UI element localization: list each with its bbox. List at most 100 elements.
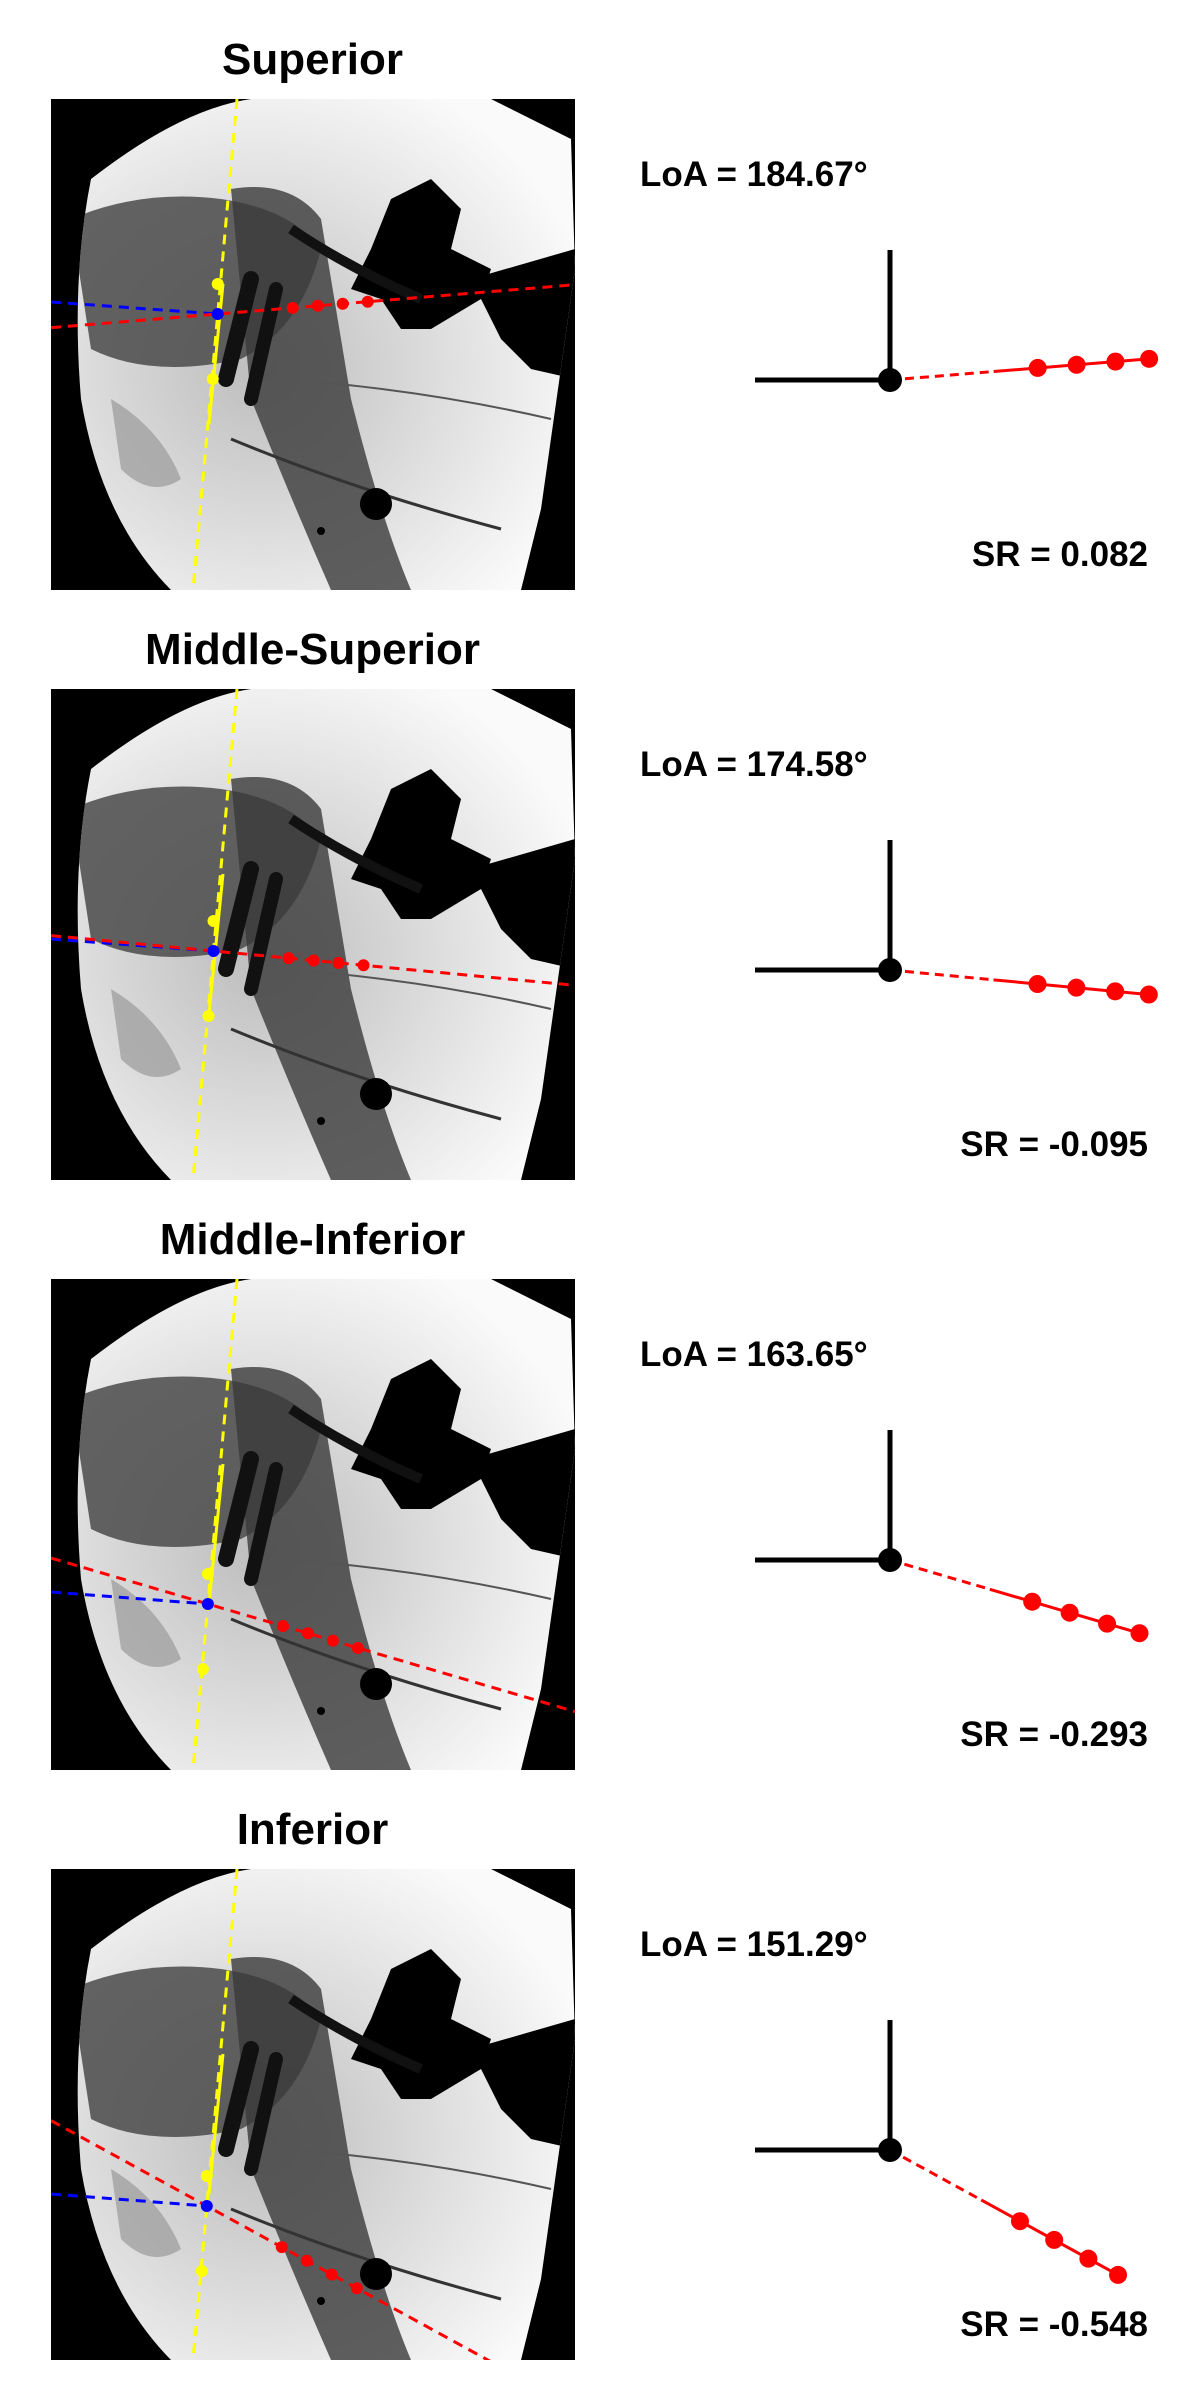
line-of-action-label: LoA = 174.58° bbox=[640, 745, 868, 784]
panel-inferior: Inferior LoA = 151.29° SR = -0.548 bbox=[0, 1800, 1200, 2390]
red-point bbox=[351, 1641, 364, 1654]
instrument-silhouette bbox=[351, 179, 491, 329]
yellow-axis-segment bbox=[207, 873, 225, 1015]
screw bbox=[244, 872, 283, 996]
yellow-axis-segment bbox=[207, 1463, 225, 1605]
vector-diagram bbox=[755, 2020, 1128, 2284]
wire bbox=[230, 2207, 502, 2301]
vector-point bbox=[1079, 2249, 1098, 2268]
vector-point bbox=[1028, 358, 1047, 377]
bone-fragment bbox=[111, 1579, 181, 1667]
red-point bbox=[275, 2241, 288, 2254]
yellow-point bbox=[196, 1663, 209, 1675]
wire bbox=[230, 1617, 502, 1711]
rod bbox=[288, 224, 423, 304]
bone-fragment bbox=[111, 2169, 181, 2257]
instrument-silhouette bbox=[351, 769, 491, 919]
slope-ratio-label: SR = -0.548 bbox=[960, 2305, 1148, 2344]
marker-bead bbox=[317, 1117, 325, 1125]
screw bbox=[244, 2052, 283, 2176]
vector-diagram bbox=[755, 840, 1158, 1004]
vector-point bbox=[1140, 349, 1159, 368]
instrument-silhouette bbox=[471, 2019, 575, 2149]
blue-line bbox=[51, 300, 218, 316]
origin-point bbox=[878, 958, 902, 982]
wire bbox=[280, 2148, 552, 2190]
marker-bead bbox=[360, 488, 392, 520]
yellow-point bbox=[206, 373, 219, 385]
vector-diagram bbox=[755, 250, 1159, 392]
red-point bbox=[301, 1627, 314, 1640]
yellow-point bbox=[202, 1010, 215, 1022]
vector-dashed-segment bbox=[889, 968, 994, 982]
marker-bead bbox=[317, 527, 325, 535]
panel-title: Middle-Inferior bbox=[159, 1215, 466, 1264]
vector-point bbox=[1109, 2265, 1128, 2284]
line-of-action-label: LoA = 163.65° bbox=[640, 1335, 868, 1374]
instrument-silhouette bbox=[351, 1949, 491, 2099]
red-point bbox=[361, 295, 374, 308]
yellow-axis-segment bbox=[207, 283, 225, 425]
yellow-point bbox=[207, 915, 220, 927]
red-point bbox=[276, 1619, 289, 1632]
yellow-axis-line bbox=[191, 99, 239, 590]
xray-image bbox=[51, 689, 575, 1180]
blue-line bbox=[51, 1590, 208, 1606]
instrument-silhouette bbox=[471, 839, 575, 969]
red-point bbox=[332, 956, 345, 969]
red-point bbox=[336, 297, 349, 310]
vector-point bbox=[1045, 2230, 1064, 2249]
line-of-action-label: LoA = 184.67° bbox=[640, 155, 868, 194]
origin-point bbox=[878, 2138, 902, 2162]
yellow-axis-segment bbox=[207, 2053, 225, 2195]
red-point bbox=[307, 954, 320, 967]
line-of-action-label: LoA = 151.29° bbox=[640, 1925, 868, 1964]
vector-point bbox=[1139, 985, 1158, 1004]
marker-bead bbox=[317, 1707, 325, 1715]
rod bbox=[288, 1994, 423, 2074]
yellow-point bbox=[211, 278, 224, 290]
blue-line bbox=[51, 2192, 207, 2208]
yellow-axis-line bbox=[191, 689, 239, 1180]
panel-superior: Superior LoA = 184.67° SR = 0.082 bbox=[0, 30, 1200, 620]
red-point bbox=[300, 2254, 313, 2267]
center-point bbox=[200, 2200, 213, 2212]
screw bbox=[244, 1462, 283, 1586]
wire bbox=[280, 378, 552, 420]
vector-dashed-segment bbox=[889, 2148, 982, 2202]
wire bbox=[230, 1027, 502, 1121]
panel-title: Middle-Superior bbox=[145, 625, 480, 674]
panel-title: Superior bbox=[222, 35, 403, 84]
panel-title: Inferior bbox=[236, 1805, 389, 1854]
panel-middle-inferior: Middle-Inferior LoA = 163.65° SR = -0.29… bbox=[0, 1210, 1200, 1800]
vector-diagram bbox=[755, 1430, 1149, 1643]
screw bbox=[218, 1451, 259, 1567]
xray-image bbox=[51, 1279, 575, 1770]
wire bbox=[280, 968, 552, 1010]
vector-dashed-segment bbox=[889, 370, 994, 382]
vector-point bbox=[1106, 982, 1125, 1001]
slope-ratio-label: SR = -0.293 bbox=[960, 1715, 1148, 1754]
bone-fragment bbox=[111, 989, 181, 1077]
xray-field bbox=[77, 99, 575, 590]
vector-point bbox=[1028, 974, 1047, 993]
red-point bbox=[282, 952, 295, 965]
xray-field bbox=[77, 689, 575, 1180]
center-point bbox=[201, 1598, 214, 1610]
red-point bbox=[357, 959, 370, 972]
center-point bbox=[211, 308, 224, 320]
vector-dashed-segment bbox=[889, 1558, 991, 1591]
yellow-axis-line bbox=[191, 1279, 239, 1770]
vector-point bbox=[1106, 352, 1125, 371]
screw bbox=[218, 271, 259, 387]
origin-point bbox=[878, 368, 902, 392]
vector-point bbox=[1130, 1624, 1149, 1643]
vector-point bbox=[1067, 978, 1086, 997]
slope-ratio-label: SR = 0.082 bbox=[971, 535, 1148, 574]
marker-bead bbox=[360, 1078, 392, 1110]
xray-field bbox=[77, 1869, 575, 2360]
yellow-point bbox=[200, 2170, 213, 2182]
vector-point bbox=[1067, 355, 1086, 374]
instrument-silhouette bbox=[351, 1359, 491, 1509]
slope-ratio-label: SR = -0.095 bbox=[960, 1125, 1148, 1164]
